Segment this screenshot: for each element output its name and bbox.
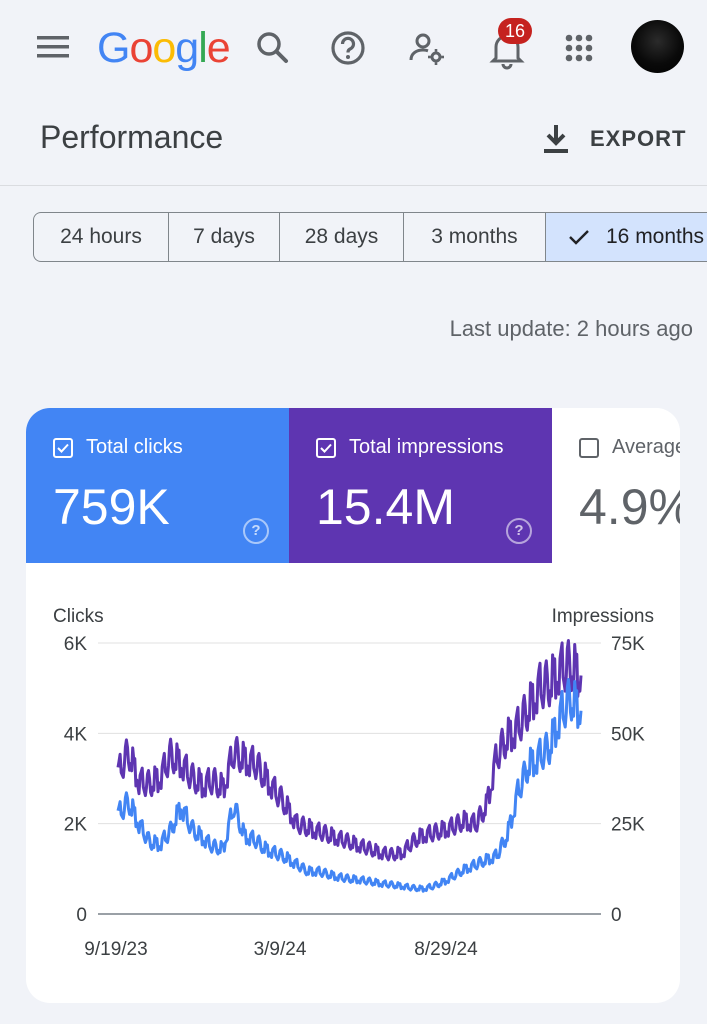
impressions-series-line bbox=[116, 639, 583, 862]
download-icon bbox=[544, 125, 568, 153]
top-app-bar: Google 16 bbox=[0, 0, 707, 96]
logo-letter: g bbox=[175, 24, 199, 72]
page-header bbox=[0, 96, 707, 186]
metric-value: 15.4M bbox=[316, 479, 455, 535]
help-icon[interactable] bbox=[324, 24, 372, 72]
right-tick-label: 75K bbox=[611, 634, 645, 655]
left-tick-label: 6K bbox=[64, 634, 88, 655]
clicks-series-line bbox=[116, 678, 583, 893]
chip-label: 24 hours bbox=[60, 225, 142, 248]
manage-account-icon[interactable] bbox=[403, 24, 451, 72]
menu-icon[interactable] bbox=[33, 30, 73, 64]
metric-average-ctr[interactable]: Average CTR 4.9% bbox=[552, 408, 680, 563]
chip-7-days[interactable]: 7 days bbox=[168, 212, 279, 262]
performance-card: Total clicks 759K ? Total impressions 15… bbox=[26, 408, 680, 1003]
x-tick-label: 3/9/24 bbox=[254, 939, 307, 960]
notification-count-badge: 16 bbox=[498, 18, 532, 44]
left-tick-label: 4K bbox=[64, 724, 88, 745]
chip-28-days[interactable]: 28 days bbox=[279, 212, 403, 262]
export-label: EXPORT bbox=[590, 126, 687, 151]
right-axis-label: Impressions bbox=[552, 606, 654, 627]
logo-letter: G bbox=[97, 24, 130, 72]
checkbox-icon[interactable] bbox=[53, 438, 73, 458]
metric-total-impressions[interactable]: Total impressions 15.4M ? bbox=[289, 408, 552, 563]
metric-label: Average CTR bbox=[612, 436, 680, 458]
check-icon bbox=[569, 230, 589, 245]
metric-total-clicks[interactable]: Total clicks 759K ? bbox=[26, 408, 289, 563]
performance-chart: Clicks Impressions 0 0 2K 25K 4K 50K 6K 75K 9/19/2… bbox=[53, 606, 654, 960]
logo-letter: e bbox=[206, 24, 231, 72]
chip-3-months[interactable]: 3 months bbox=[403, 212, 545, 262]
right-tick-label: 25K bbox=[611, 815, 645, 836]
last-update-text: Last update: 2 hours ago bbox=[449, 316, 693, 341]
apps-grid-icon[interactable] bbox=[555, 24, 603, 72]
metric-value: 4.9% bbox=[579, 479, 680, 535]
search-icon[interactable] bbox=[248, 24, 296, 72]
checkbox-icon[interactable] bbox=[316, 438, 336, 458]
x-tick-label: 9/19/23 bbox=[84, 939, 147, 960]
chip-label: 16 months bbox=[606, 225, 705, 248]
google-logo[interactable]: Google bbox=[97, 24, 231, 73]
chip-16-months[interactable]: 16 months bbox=[545, 212, 707, 262]
date-range-selector: 24 hours 7 days 28 days 3 months 16 mont… bbox=[33, 212, 707, 264]
help-icon[interactable]: ? bbox=[243, 518, 269, 544]
right-tick-label: 0 bbox=[611, 905, 622, 926]
chip-label: 28 days bbox=[304, 225, 379, 248]
logo-letter: o bbox=[152, 24, 176, 72]
metric-label: Total clicks bbox=[86, 436, 183, 458]
checkbox-icon[interactable] bbox=[579, 438, 599, 458]
x-tick-label: 8/29/24 bbox=[414, 939, 478, 960]
chip-label: 3 months bbox=[431, 225, 518, 248]
chip-24-hours[interactable]: 24 hours bbox=[33, 212, 168, 262]
right-tick-label: 50K bbox=[611, 724, 645, 745]
metric-value: 759K bbox=[53, 479, 170, 535]
logo-letter: o bbox=[129, 24, 153, 72]
avatar[interactable] bbox=[631, 20, 684, 73]
left-tick-label: 2K bbox=[64, 815, 88, 836]
page-title: Performance bbox=[40, 119, 224, 155]
left-axis-label: Clicks bbox=[53, 606, 104, 627]
left-tick-label: 0 bbox=[76, 905, 87, 926]
chip-label: 7 days bbox=[193, 225, 255, 248]
logo-letter: l bbox=[198, 24, 208, 72]
export-button[interactable]: EXPORT bbox=[540, 118, 690, 158]
metric-label: Total impressions bbox=[349, 436, 504, 458]
help-icon[interactable]: ? bbox=[506, 518, 532, 544]
